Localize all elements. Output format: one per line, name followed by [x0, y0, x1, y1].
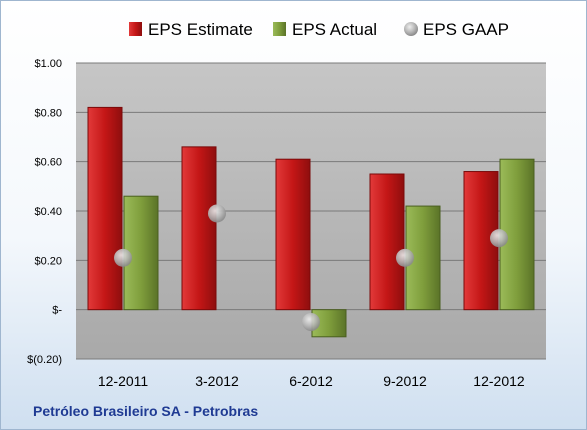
point-eps-gaap	[114, 248, 132, 267]
y-tick-label: $(0.20)	[27, 354, 62, 366]
point-eps-gaap	[208, 204, 226, 223]
x-tick-label: 6-2012	[289, 373, 333, 389]
bar-eps-estimate	[369, 173, 405, 311]
y-tick-label: $0.20	[34, 255, 62, 267]
bar-eps-estimate	[181, 146, 217, 311]
point-eps-gaap	[396, 248, 414, 267]
legend-label: EPS GAAP	[423, 20, 509, 39]
bar-eps-estimate	[87, 106, 123, 311]
legend-swatch-estimate	[129, 22, 142, 36]
y-tick-label: $0.80	[34, 107, 62, 119]
point-eps-gaap	[302, 313, 320, 331]
company-name: Petróleo Brasileiro SA - Petrobras	[33, 403, 259, 419]
x-axis-labels: 12-2011 3-2012 6-2012 9-2012 12-2012	[98, 373, 525, 389]
bar-eps-actual	[405, 205, 441, 311]
legend-label: EPS Estimate	[148, 20, 253, 39]
legend-label: EPS Actual	[292, 20, 377, 39]
y-tick-label: $0.40	[34, 206, 62, 218]
x-tick-label: 3-2012	[195, 373, 239, 389]
x-tick-label: 12-2011	[98, 373, 149, 389]
y-tick-label: $-	[52, 305, 62, 317]
y-axis-labels: $(0.20) $- $0.20 $0.40 $0.60 $0.80 $1.00	[27, 58, 62, 366]
point-eps-gaap	[490, 229, 508, 248]
x-tick-label: 9-2012	[383, 373, 427, 389]
y-tick-label: $0.60	[34, 157, 62, 169]
legend: EPS Estimate EPS Actual EPS GAAP	[129, 20, 509, 39]
legend-swatch-actual	[273, 22, 286, 36]
x-tick-label: 12-2012	[473, 373, 525, 389]
y-tick-label: $1.00	[34, 58, 62, 70]
eps-chart: $(0.20) $- $0.20 $0.40 $0.60 $0.80 $1.00 12-20…	[27, 20, 546, 389]
bars	[87, 106, 535, 338]
bar-eps-estimate	[275, 158, 311, 311]
legend-swatch-gaap	[404, 22, 418, 36]
